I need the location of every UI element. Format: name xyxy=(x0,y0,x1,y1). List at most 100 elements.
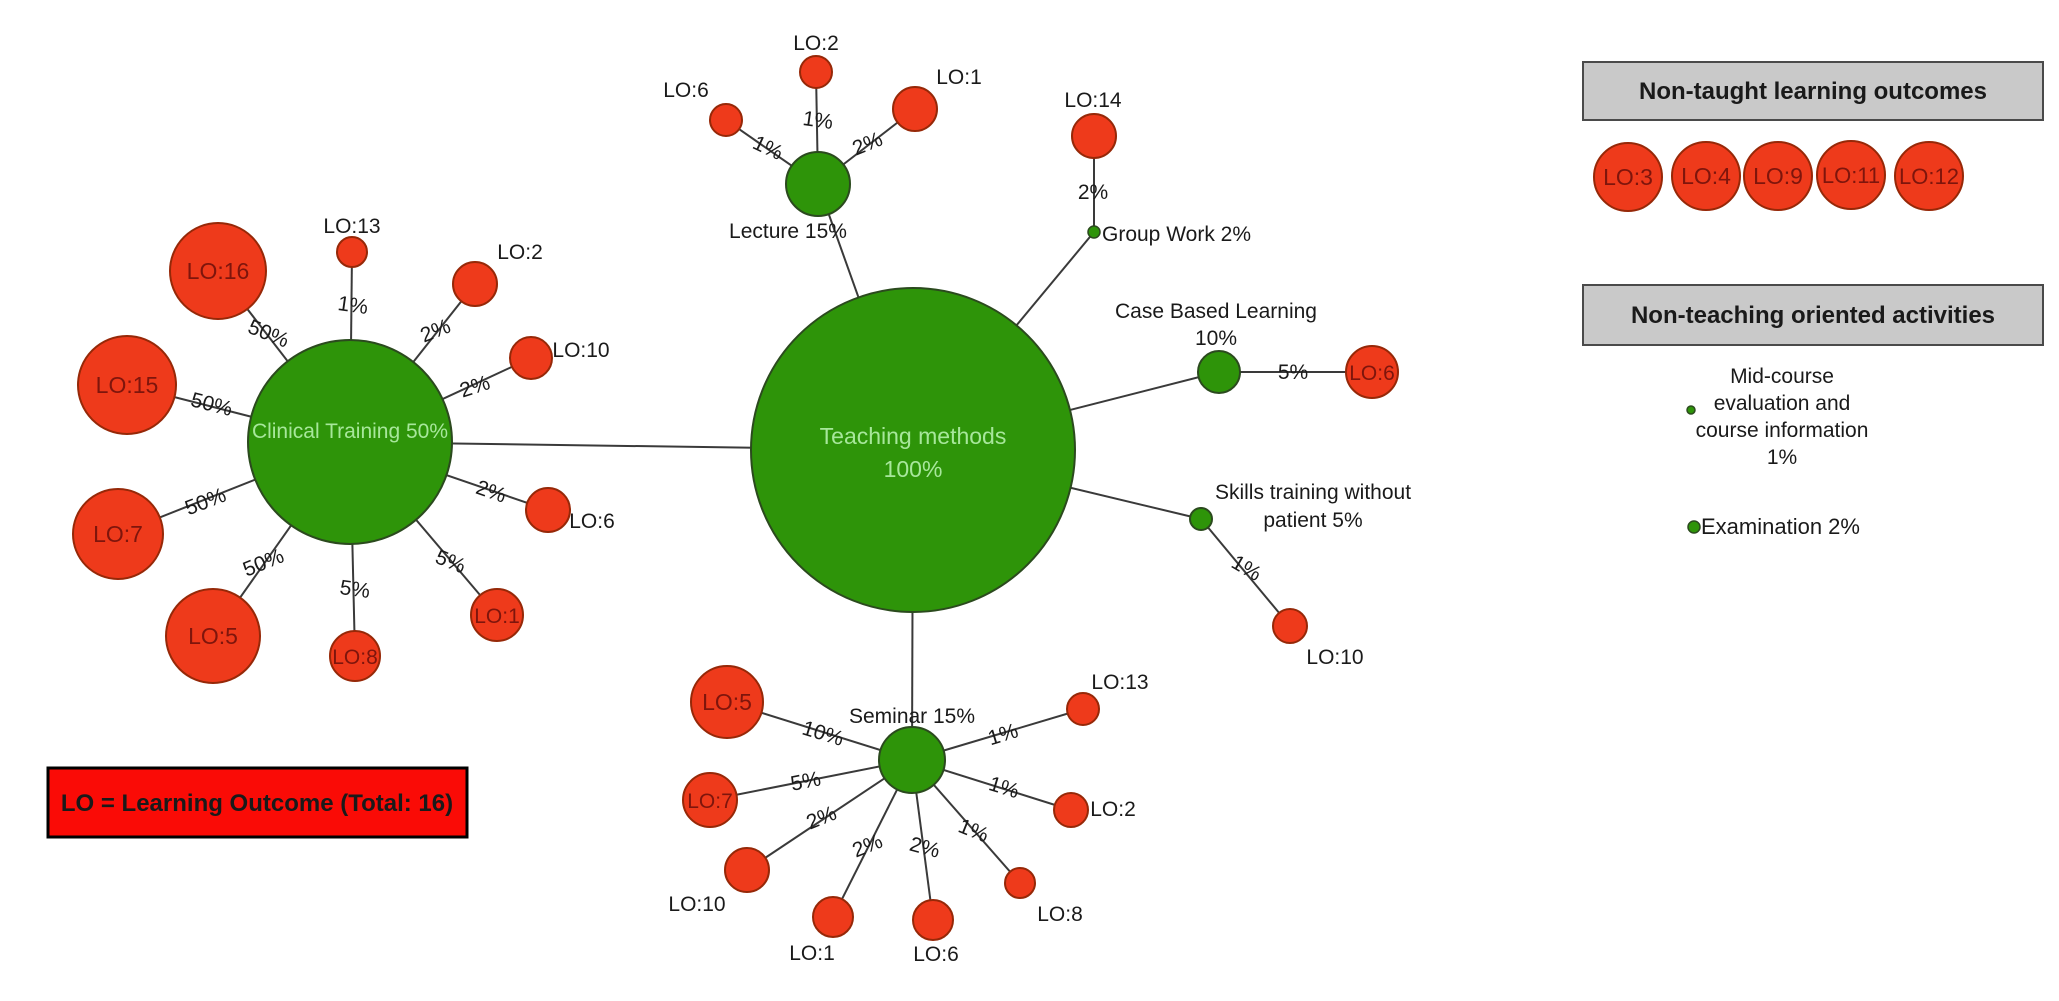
node-lo14-groupwork-label-line-0: LO:14 xyxy=(1064,89,1122,112)
panel-non-teaching-header-title: Non-teaching oriented activities xyxy=(1631,302,1995,329)
node-lo1-seminar-label-line-0: LO:1 xyxy=(789,942,835,965)
node-lo6-seminar-label-line-0: LO:6 xyxy=(913,943,959,966)
node-lo2-lecture xyxy=(799,55,833,89)
node-lo14-groupwork xyxy=(1071,113,1117,159)
node-clinical-training-label-line-0: Clinical Training 50% xyxy=(252,420,448,443)
node-lo15-clinical-label-line-0: LO:15 xyxy=(96,372,159,398)
edge-clinical-lo6-label: 2% xyxy=(473,476,509,508)
edge-clinical-lo16-label: 50% xyxy=(245,315,293,352)
node-lecture-label-line-0: Lecture 15% xyxy=(729,220,847,243)
legend-lo-box-title: LO = Learning Outcome (Total: 16) xyxy=(61,790,453,817)
node-lo5-seminar-label-line-0: LO:5 xyxy=(702,689,752,715)
node-skills-training xyxy=(1189,507,1213,531)
node-lo3-nontaught-label-line-0: LO:3 xyxy=(1603,164,1653,190)
node-lo1-seminar xyxy=(812,896,854,938)
edge-seminar-lo7 xyxy=(709,759,913,801)
node-lo6-clinical xyxy=(525,487,571,533)
node-seminar xyxy=(878,726,946,794)
node-mid-course-evaluation xyxy=(1686,405,1696,415)
node-lo12-nontaught xyxy=(1894,141,1964,211)
node-lo8-clinical-label-line-0: LO:8 xyxy=(332,646,378,669)
node-lo6-clinical-label-line-0: LO:6 xyxy=(569,510,615,533)
node-lo15-clinical xyxy=(77,335,177,435)
node-lo6-cbl-label-line-0: LO:6 xyxy=(1349,362,1395,385)
node-lo5-clinical xyxy=(165,588,261,684)
node-examination xyxy=(1687,520,1701,534)
edge-seminar-lo1-label: 2% xyxy=(849,830,886,863)
node-clinical-training xyxy=(247,339,453,545)
edge-seminar-lo6-label: 2% xyxy=(907,833,942,863)
node-lo8-clinical xyxy=(329,630,381,682)
node-lo6-lecture xyxy=(709,103,743,137)
node-lo13-seminar-label-line-0: LO:13 xyxy=(1091,671,1148,694)
node-lo9-nontaught xyxy=(1743,141,1813,211)
node-lo2-seminar-label-line-0: LO:2 xyxy=(1090,798,1136,821)
node-lecture xyxy=(785,151,851,217)
node-lo7-clinical-label-line-0: LO:7 xyxy=(93,521,143,547)
node-lo11-nontaught xyxy=(1816,140,1886,210)
node-case-based-learning-label-line-1: 10% xyxy=(1195,327,1237,350)
node-lo13-clinical-label-line-0: LO:13 xyxy=(323,215,380,238)
node-lo8-seminar-label-line-0: LO:8 xyxy=(1037,903,1083,926)
edge-lecture-lo6-label: 1% xyxy=(749,131,786,165)
node-lo10-skills-label-line-0: LO:10 xyxy=(1306,646,1363,669)
node-seminar-label-line-0: Seminar 15% xyxy=(849,705,975,728)
edge-clinical-lo2-label: 2% xyxy=(417,315,454,348)
node-lo1-clinical xyxy=(470,588,524,642)
node-lo9-nontaught-label-line-0: LO:9 xyxy=(1753,163,1803,189)
node-mid-course-evaluation-label-line-1: evaluation and xyxy=(1714,392,1851,415)
node-lo2-lecture-label-line-0: LO:2 xyxy=(793,32,839,55)
node-skills-training-label-line-1: patient 5% xyxy=(1263,509,1362,532)
edge-seminar-lo7-label: 5% xyxy=(789,767,823,795)
edge-clinical-lo7-label: 50% xyxy=(182,484,229,521)
node-lo7-seminar-label-line-0: LO:7 xyxy=(687,790,733,813)
node-lo2-clinical xyxy=(452,261,498,307)
panel-non-taught-header-title: Non-taught learning outcomes xyxy=(1639,78,1987,105)
node-lo10-clinical xyxy=(509,336,553,380)
node-teaching-methods xyxy=(750,287,1076,613)
node-case-based-learning xyxy=(1197,350,1241,394)
node-lo1-clinical-label-line-0: LO:1 xyxy=(474,605,520,628)
edge-seminar-lo5-label: 10% xyxy=(799,717,846,751)
node-mid-course-evaluation-label-line-2: course information xyxy=(1696,419,1869,442)
node-lo13-clinical xyxy=(336,236,368,268)
legend-lo-box xyxy=(46,766,469,839)
node-lo11-nontaught-label-line-0: LO:11 xyxy=(1822,163,1880,188)
node-mid-course-evaluation-label-line-0: Mid-course xyxy=(1730,365,1834,388)
node-teaching-methods-label-line-0: Teaching methods xyxy=(820,423,1007,449)
node-lo10-seminar xyxy=(724,847,770,893)
node-lo16-clinical-label-line-0: LO:16 xyxy=(187,258,250,284)
node-lo1-lecture-label-line-0: LO:1 xyxy=(936,66,982,89)
node-skills-training-label-line-0: Skills training without xyxy=(1215,481,1411,504)
node-lo6-lecture-label-line-0: LO:6 xyxy=(663,79,709,102)
node-lo5-seminar xyxy=(690,665,764,739)
node-lo13-seminar xyxy=(1066,692,1100,726)
node-lo6-cbl xyxy=(1345,345,1399,399)
edge-clinical-lo8-label: 5% xyxy=(338,576,371,603)
node-teaching-methods-label-line-1: 100% xyxy=(884,456,943,482)
node-lo7-seminar xyxy=(682,772,738,828)
node-lo10-clinical-label-line-0: LO:10 xyxy=(552,339,609,362)
edge-clinical-lo1-label: 5% xyxy=(432,546,469,579)
panel-non-teaching-header xyxy=(1582,284,2044,346)
node-lo3-nontaught xyxy=(1593,142,1663,212)
node-lo1-lecture xyxy=(892,86,938,132)
node-lo10-seminar-label-line-0: LO:10 xyxy=(668,893,725,916)
edge-cbl-lo6-label: 5% xyxy=(1278,361,1308,384)
edge-seminar-lo2-label: 1% xyxy=(986,772,1022,803)
edge-clinical-lo15-label: 50% xyxy=(188,388,234,420)
node-case-based-learning-label-line-0: Case Based Learning xyxy=(1115,300,1317,323)
edge-clinical-lo13-label: 1% xyxy=(336,292,369,319)
node-examination-label-line-0: Examination 2% xyxy=(1701,514,1860,539)
node-lo12-nontaught-label-line-0: LO:12 xyxy=(1899,164,1959,189)
node-group-work xyxy=(1087,225,1101,239)
node-lo16-clinical xyxy=(169,222,267,320)
node-lo6-seminar xyxy=(912,899,954,941)
node-group-work-label-line-0: Group Work 2% xyxy=(1102,223,1251,246)
node-mid-course-evaluation-label-line-3: 1% xyxy=(1767,446,1797,469)
node-lo10-skills xyxy=(1272,608,1308,644)
node-lo4-nontaught xyxy=(1671,141,1741,211)
node-lo2-seminar xyxy=(1053,792,1089,828)
node-lo7-clinical xyxy=(72,488,164,580)
